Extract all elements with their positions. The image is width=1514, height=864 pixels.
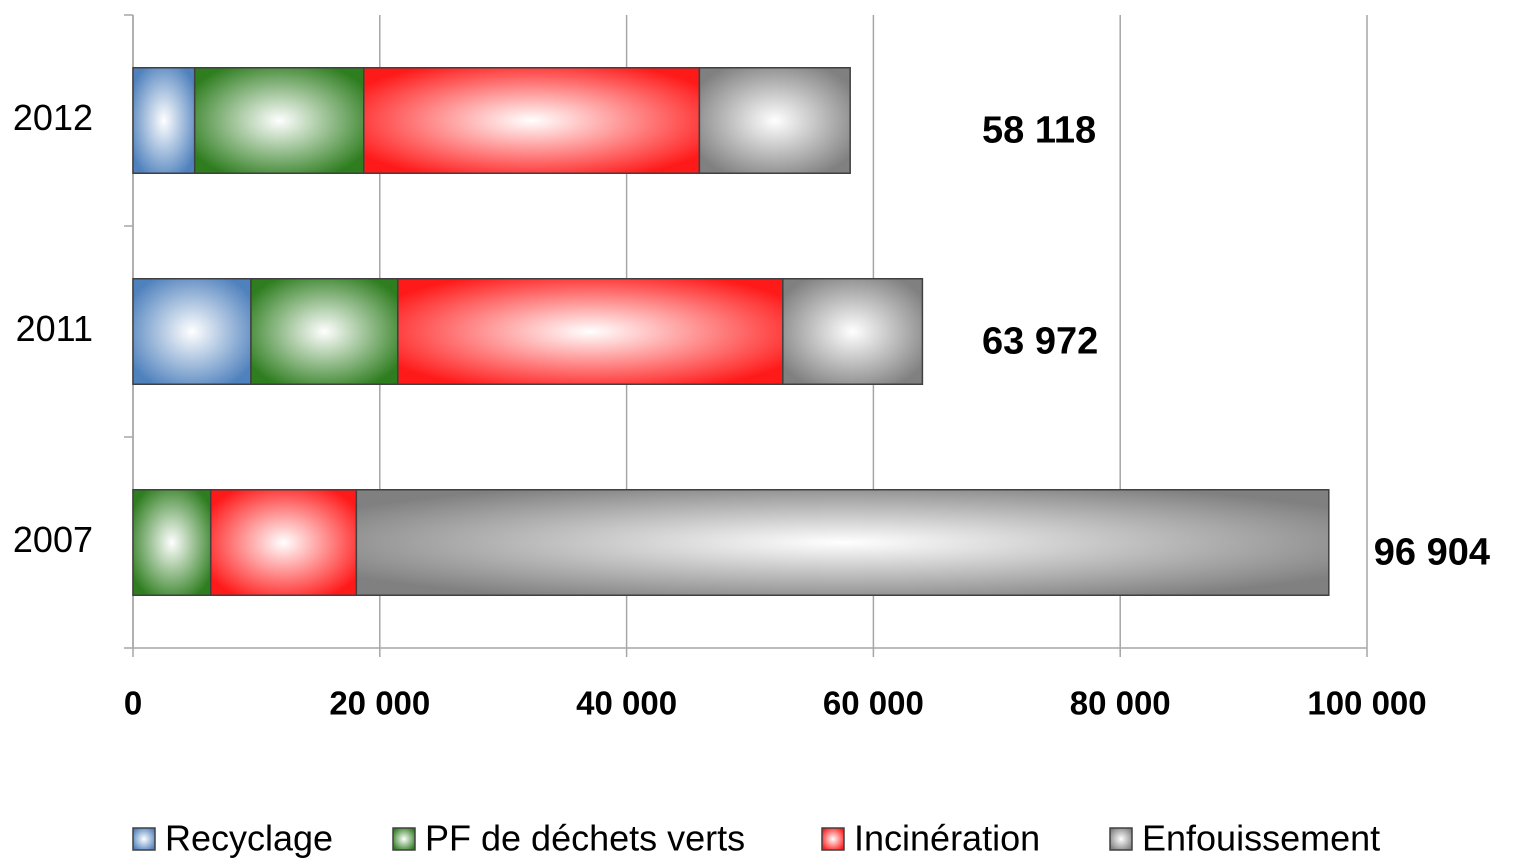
bar-segment [209, 489, 358, 596]
legend-label: Enfouissement [1142, 818, 1380, 859]
y-tick-label: 2012 [13, 97, 93, 138]
total-label: 96 904 [1374, 532, 1490, 574]
y-tick-label: 2007 [13, 519, 93, 560]
legend-label: Incinération [854, 818, 1040, 859]
total-label: 58 118 [982, 110, 1096, 152]
x-tick-label: 80 000 [1070, 685, 1171, 722]
bar-segment [250, 278, 399, 385]
legend-swatch [1109, 827, 1133, 851]
legend-label: PF de déchets verts [425, 818, 745, 859]
bar-segment [363, 67, 701, 174]
x-tick-label: 60 000 [823, 685, 924, 722]
legend-swatch [821, 827, 845, 851]
legend-label: Recyclage [165, 818, 333, 859]
x-tick-label: 40 000 [576, 685, 677, 722]
bar-segment [132, 67, 196, 174]
bar-segment [132, 278, 252, 385]
x-tick-label: 20 000 [329, 685, 430, 722]
x-tick-label: 100 000 [1307, 685, 1426, 722]
bar-segment [782, 278, 924, 385]
legend-swatch [392, 827, 416, 851]
bar-segment [193, 67, 365, 174]
bar-segment [698, 67, 851, 174]
y-tick-label: 2011 [16, 308, 93, 349]
legend-swatch [132, 827, 156, 851]
bar-segment [355, 489, 1330, 596]
x-tick-label: 0 [124, 685, 142, 722]
bar-segment [397, 278, 784, 385]
bar-segment [132, 489, 212, 596]
total-label: 63 972 [982, 321, 1098, 363]
